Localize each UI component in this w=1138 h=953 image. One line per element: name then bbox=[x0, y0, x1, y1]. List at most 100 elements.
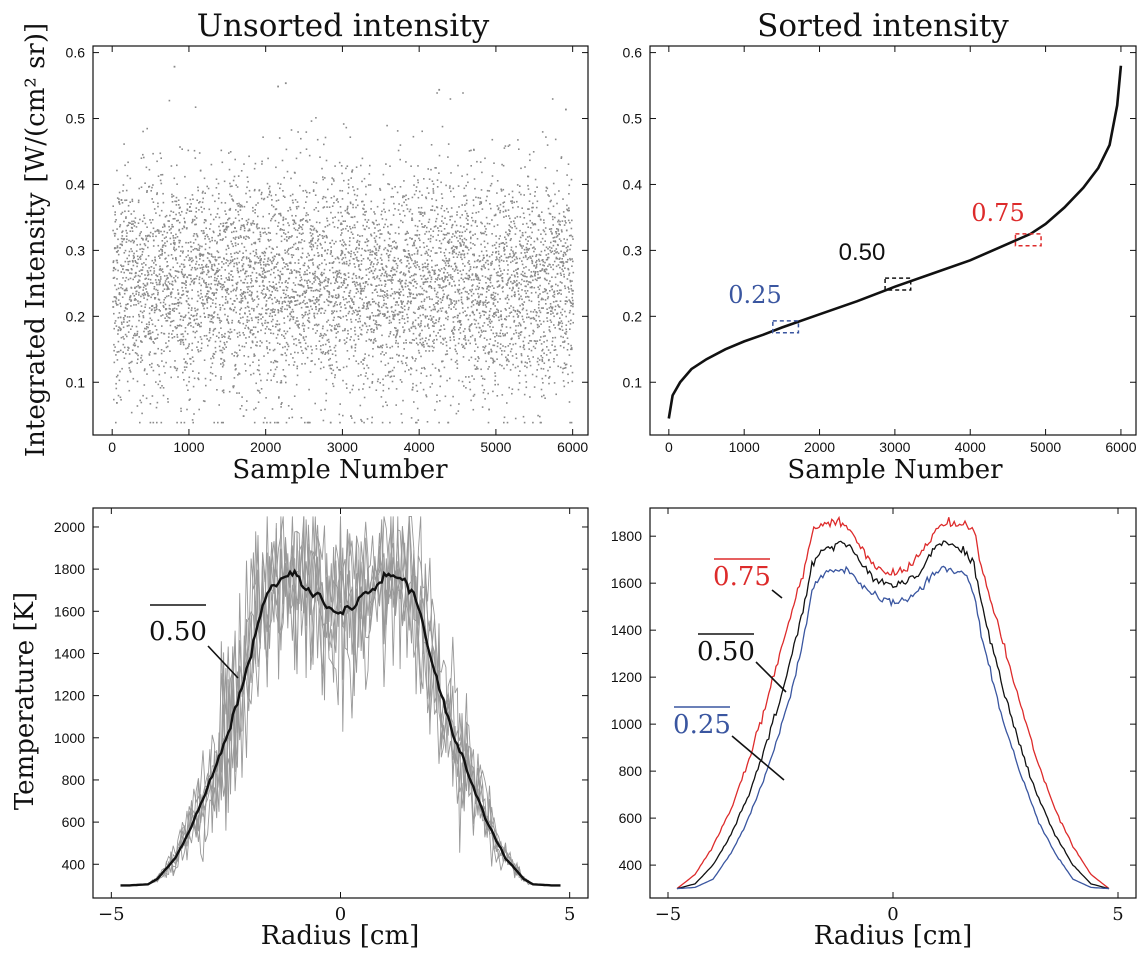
scatter-point bbox=[484, 276, 487, 278]
scatter-point bbox=[258, 390, 260, 392]
scatter-point bbox=[353, 189, 355, 192]
scatter-point bbox=[482, 254, 485, 257]
scatter-point bbox=[488, 316, 490, 319]
scatter-point bbox=[178, 271, 180, 273]
scatter-point bbox=[405, 204, 408, 206]
scatter-point bbox=[248, 294, 251, 296]
scatter-point bbox=[231, 270, 233, 272]
scatter-point bbox=[126, 308, 128, 310]
scatter-point bbox=[387, 183, 389, 185]
scatter-point bbox=[488, 190, 491, 192]
scatter-point bbox=[135, 226, 138, 228]
scatter-point bbox=[289, 208, 292, 211]
scatter-point bbox=[421, 263, 424, 266]
scatter-point bbox=[254, 188, 256, 191]
scatter-point bbox=[414, 297, 417, 299]
scatter-point bbox=[302, 232, 304, 235]
scatter-point bbox=[321, 337, 324, 339]
scatter-point bbox=[372, 319, 375, 322]
scatter-point bbox=[141, 263, 143, 265]
scatter-point bbox=[336, 366, 338, 369]
scatter-point bbox=[337, 273, 339, 275]
scatter-point bbox=[433, 287, 436, 290]
scatter-point bbox=[302, 218, 305, 220]
scatter-point bbox=[227, 330, 230, 333]
scatter-point bbox=[390, 295, 392, 297]
scatter-point bbox=[291, 308, 294, 311]
scatter-point bbox=[155, 305, 158, 307]
scatter-point bbox=[288, 417, 290, 419]
scatter-point bbox=[192, 198, 194, 200]
scatter-point bbox=[412, 357, 414, 360]
scatter-point bbox=[376, 380, 379, 383]
scatter-point bbox=[402, 355, 405, 357]
scatter-point bbox=[220, 278, 223, 280]
scatter-point bbox=[301, 228, 304, 231]
scatter-point bbox=[352, 226, 354, 229]
scatter-point bbox=[118, 292, 121, 294]
scatter-point bbox=[239, 204, 241, 206]
scatter-point bbox=[331, 239, 334, 242]
scatter-point bbox=[456, 256, 459, 258]
scatter-point bbox=[315, 308, 317, 311]
scatter-point bbox=[172, 257, 174, 260]
scatter-point bbox=[339, 189, 341, 192]
scatter-point bbox=[375, 252, 378, 254]
scatter-point bbox=[250, 346, 252, 349]
scatter-point bbox=[362, 383, 365, 385]
scatter-point bbox=[465, 184, 467, 187]
scatter-point bbox=[150, 190, 152, 192]
scatter-point bbox=[315, 117, 317, 119]
scatter-point bbox=[445, 184, 447, 187]
scatter-point bbox=[485, 234, 488, 236]
scatter-point bbox=[473, 253, 475, 256]
scatter-point bbox=[298, 339, 300, 341]
scatter-point bbox=[431, 345, 433, 348]
scatter-point bbox=[404, 322, 406, 324]
scatter-point bbox=[394, 304, 397, 306]
scatter-point bbox=[463, 281, 465, 283]
scatter-point bbox=[298, 327, 300, 329]
scatter-point bbox=[195, 314, 198, 317]
scatter-point bbox=[257, 257, 260, 259]
scatter-point bbox=[150, 273, 153, 276]
scatter-point bbox=[374, 268, 377, 270]
scatter-point bbox=[404, 250, 407, 252]
scatter-point bbox=[296, 299, 299, 302]
scatter-point bbox=[203, 312, 205, 315]
scatter-point bbox=[182, 263, 185, 266]
scatter-point bbox=[385, 265, 387, 267]
scatter-point bbox=[167, 265, 169, 267]
scatter-point bbox=[293, 343, 295, 345]
scatter-point bbox=[277, 274, 280, 277]
scatter-point bbox=[250, 293, 253, 296]
scatter-point bbox=[172, 319, 175, 322]
scatter-point bbox=[170, 210, 172, 213]
scatter-point bbox=[263, 227, 266, 230]
scatter-point bbox=[423, 266, 425, 268]
scatter-point bbox=[443, 366, 446, 369]
scatter-point bbox=[433, 330, 435, 333]
scatter-point bbox=[345, 126, 348, 129]
scatter-point bbox=[492, 362, 494, 364]
scatter-point bbox=[143, 262, 145, 264]
scatter-point bbox=[458, 328, 460, 331]
scatter-point bbox=[252, 250, 255, 253]
scatter-point bbox=[288, 304, 290, 307]
scatter-point bbox=[457, 230, 459, 232]
scatter-point bbox=[232, 237, 235, 239]
scatter-point bbox=[462, 288, 465, 290]
scatter-point bbox=[432, 183, 435, 185]
scatter-point bbox=[281, 334, 283, 336]
scatter-point bbox=[451, 285, 453, 287]
scatter-point bbox=[119, 293, 121, 296]
scatter-point bbox=[391, 276, 393, 279]
scatter-point bbox=[306, 280, 308, 282]
scatter-point bbox=[316, 266, 319, 269]
scatter-point bbox=[432, 235, 434, 238]
scatter-point bbox=[158, 299, 161, 301]
scatter-point bbox=[245, 219, 248, 222]
scatter-point bbox=[224, 288, 227, 291]
scatter-point bbox=[152, 184, 154, 186]
scatter-point bbox=[332, 311, 334, 314]
